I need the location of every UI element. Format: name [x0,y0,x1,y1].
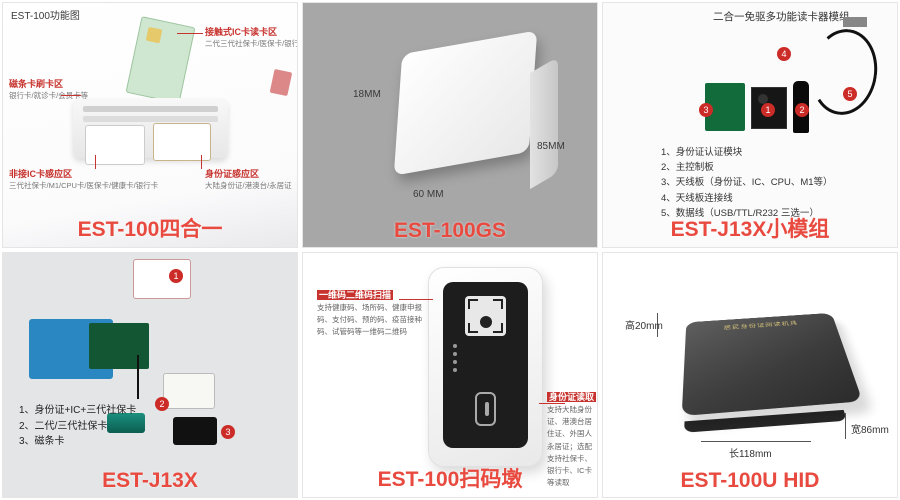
card-mock [153,123,211,161]
product-caption: EST-J13X [102,469,198,493]
dim-d: 60 MM [413,189,444,200]
callout-1: 1 [761,103,775,117]
product-image: 一维码二维码扫描 支持健康码、场所码、健康申报码、支付码、预的码、疫苗接种码、试… [303,253,597,497]
dim-w: 宽86mm [851,421,889,436]
callout-1: 1 [169,269,183,283]
product-grid: EST-100功能图 接触式IC卡读卡区 二代三代社保卡/医保卡/银行卡等 磁条… [0,0,900,500]
magstripe-reader-mock [173,417,217,445]
callout-3: 3 [221,425,235,439]
chip-card-mock [125,16,195,104]
label-noncontact: 非接IC卡感应区 三代社保卡/M1/CPU卡/医保卡/健康卡/银行卡 [9,169,158,191]
product-image: 1 2 3 1、身份证+IC+三代社保卡 2、二代/三代社保卡 3、磁条卡 [3,253,297,497]
label-id: 身份证读取 支持大陆身份证、港澳台居住证、外国人永居证；选配支持社保卡、银行卡、… [547,391,597,488]
callout-3: 3 [699,103,713,117]
usb-cable-mock [805,25,882,119]
product-card-est100u-hid[interactable]: 居民身份证阅读机具 高20mm 长118mm 宽86mm EST-100U HI… [602,252,898,498]
legend-list: 1、身份证+IC+三代社保卡 2、二代/三代社保卡 3、磁条卡 [19,403,136,450]
label-scan: 一维码二维码扫描 支持健康码、场所码、健康申报码、支付码、预的码、疫苗接种码、试… [317,289,427,338]
product-caption: EST-100扫码墩 [378,463,523,493]
product-image: 18MM 60 MM 85MM [303,3,597,247]
dim-w: 85MM [537,141,565,152]
product-image: EST-100功能图 接触式IC卡读卡区 二代三代社保卡/医保卡/银行卡等 磁条… [3,3,297,247]
usb-plug-mock [843,17,867,27]
product-card-est100gs[interactable]: 18MM 60 MM 85MM EST-100GS [302,2,598,248]
dim-h: 18MM [353,89,381,100]
product-image: 居民身份证阅读机具 高20mm 长118mm 宽86mm [603,253,897,497]
pcb-mock [89,323,149,369]
product-caption: EST-100四合一 [78,213,223,243]
callout-4: 4 [777,47,791,61]
device-box-mock [394,30,537,175]
dim-l: 长118mm [729,445,772,460]
label-mag: 磁条卡刷卡区 银行卡/就诊卡/会员卡等 [9,79,88,101]
product-card-estj13x-mini[interactable]: 二合一免驱多功能读卡器模组 1 2 3 4 5 1、身份证认证模块 2、主控制板… [602,2,898,248]
callout-2: 2 [795,103,809,117]
product-card-est100-scan[interactable]: 一维码二维码扫描 支持健康码、场所码、健康申报码、支付码、预的码、疫苗接种码、试… [302,252,598,498]
product-caption: EST-100GS [394,219,506,243]
product-card-estj13x[interactable]: 1 2 3 1、身份证+IC+三代社保卡 2、二代/三代社保卡 3、磁条卡 ES… [2,252,298,498]
card-mock [85,125,145,165]
product-image: 二合一免驱多功能读卡器模组 1 2 3 4 5 1、身份证认证模块 2、主控制板… [603,3,897,247]
device-label: 居民身份证阅读机具 [724,320,799,331]
callout-2: 2 [155,397,169,411]
diagram-header: 二合一免驱多功能读卡器模组 [713,9,850,24]
product-caption: EST-J13X小模组 [671,213,830,243]
callout-5: 5 [843,87,857,101]
card-mock [163,373,215,409]
diagram-header: EST-100功能图 [11,7,80,22]
product-card-est100-4in1[interactable]: EST-100功能图 接触式IC卡读卡区 二代三代社保卡/医保卡/银行卡等 磁条… [2,2,298,248]
product-caption: EST-100U HID [681,469,820,493]
legend-list: 1、身份证认证模块 2、主控制板 3、天线板（身份证、IC、CPU、M1等） 4… [661,145,833,221]
scanner-device-mock [428,267,543,467]
id-reader-device-mock: 居民身份证阅读机具 [682,313,863,416]
label-idzone: 身份证感应区 大陆身份证/港澳台/永居证 [205,169,292,191]
dim-h: 高20mm [625,317,663,332]
label-contact: 接触式IC卡读卡区 二代三代社保卡/医保卡/银行卡等 [205,27,298,49]
